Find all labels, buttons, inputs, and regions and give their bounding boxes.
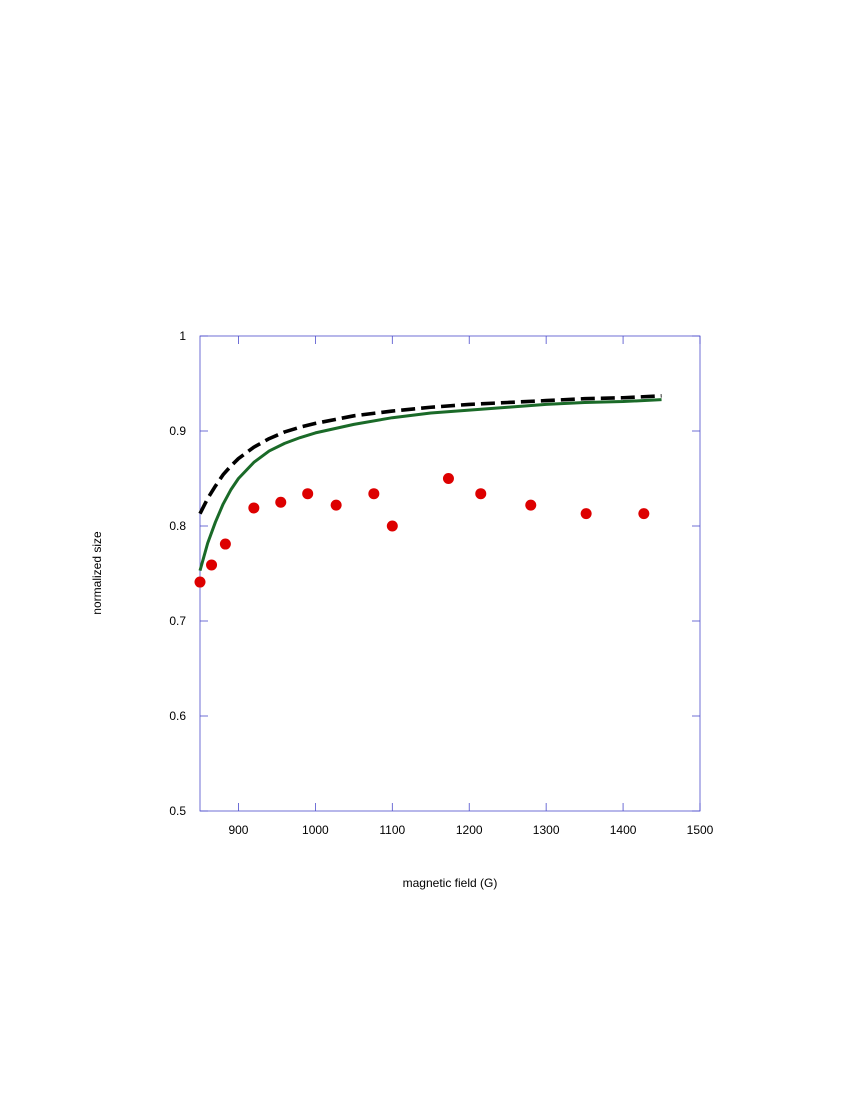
y-tick-label: 0.5 (169, 804, 186, 818)
y-axis-label: normalized size (90, 531, 104, 615)
data-point (206, 559, 218, 571)
axis-tick-labels: 900 1000 1100 1200 1300 1400 1500 0.5 0.6 0.7 0.8 0… (169, 329, 713, 837)
series-points (194, 473, 650, 588)
y-tick-label: 0.8 (169, 519, 186, 533)
data-point (386, 520, 398, 532)
x-tick-label: 1200 (456, 823, 483, 837)
y-tick-label: 0.7 (169, 614, 186, 628)
data-point (302, 488, 314, 500)
x-tick-label: 1300 (533, 823, 560, 837)
y-tick-label: 1 (179, 329, 186, 343)
y-tick-label: 0.6 (169, 709, 186, 723)
series-lines (198, 394, 662, 572)
x-axis-label: magnetic field (G) (403, 876, 498, 890)
x-tick-label: 900 (228, 823, 248, 837)
data-point (194, 576, 206, 588)
data-point (219, 538, 231, 550)
dashed-curve (198, 394, 662, 515)
plot-frame (199, 335, 701, 812)
data-point (368, 488, 380, 500)
data-point (442, 473, 454, 484)
y-tick-label: 0.9 (169, 424, 186, 438)
data-point (638, 508, 650, 520)
data-point (580, 508, 592, 520)
x-tick-label: 1400 (610, 823, 637, 837)
x-tick-label: 1100 (379, 823, 405, 837)
axis-ticks (200, 335, 701, 812)
x-tick-label: 1000 (302, 823, 329, 837)
solid-curve (198, 398, 662, 572)
data-point (475, 488, 487, 500)
x-tick-label: 1500 (687, 823, 714, 837)
data-point (275, 496, 287, 508)
data-point (248, 502, 260, 514)
data-point (330, 499, 342, 511)
data-point (525, 499, 537, 511)
